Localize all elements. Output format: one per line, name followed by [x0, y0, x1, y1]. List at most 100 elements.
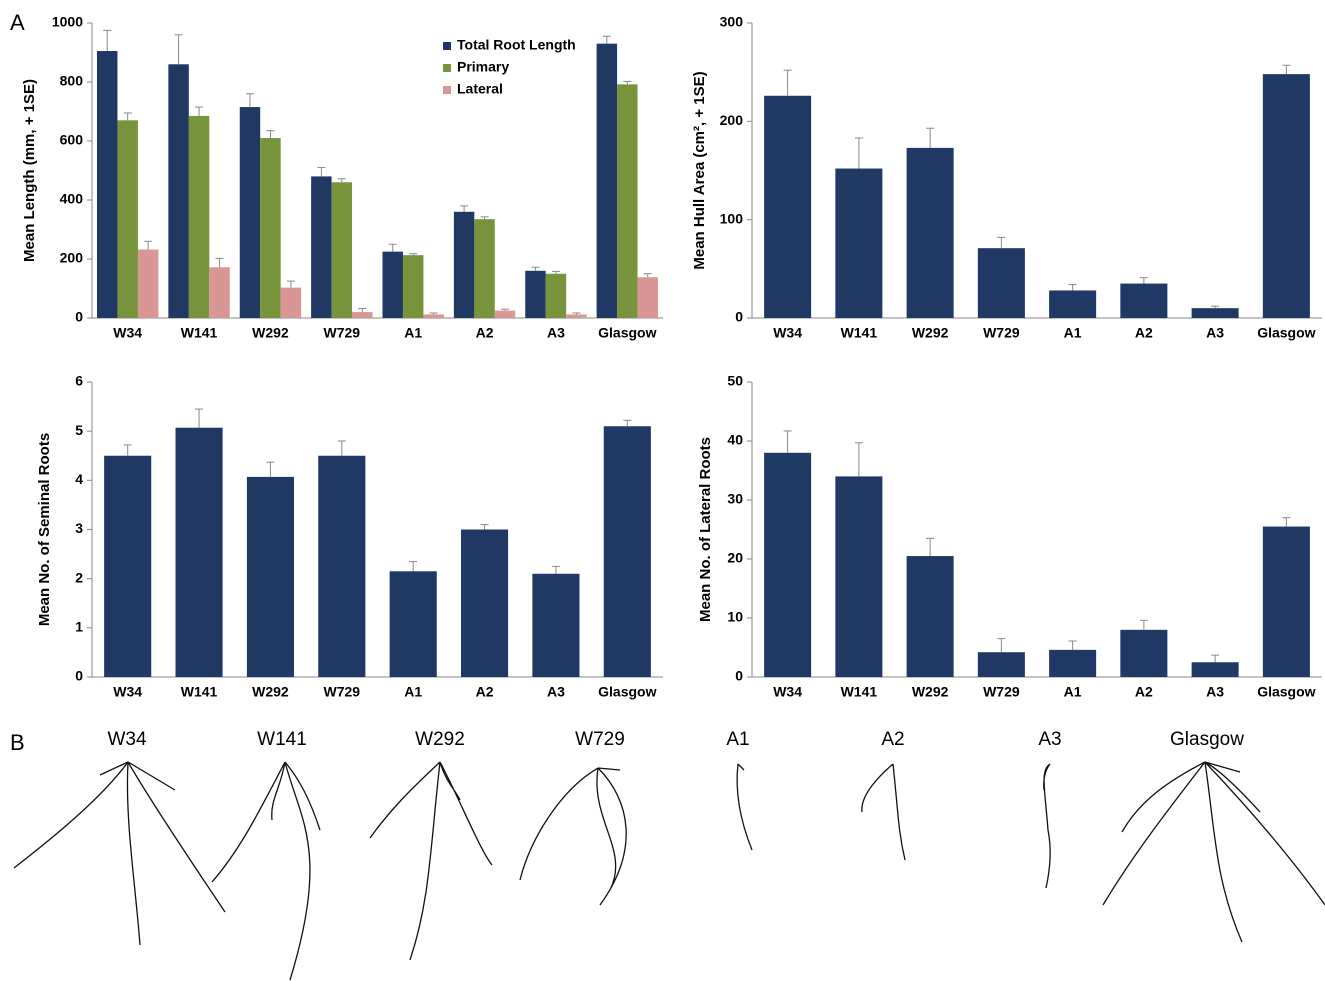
error-bar — [1069, 285, 1077, 291]
error-bar — [1282, 65, 1290, 74]
root-drawings — [14, 762, 1325, 980]
y-tick-label: 300 — [720, 14, 744, 30]
error-bar — [644, 274, 652, 278]
bar — [176, 428, 223, 677]
bar — [546, 274, 566, 318]
bar — [835, 476, 882, 677]
y-tick-label: 800 — [60, 73, 84, 89]
error-bar — [855, 443, 863, 477]
error-bar — [175, 35, 183, 65]
error-bar — [1211, 655, 1219, 662]
y-axis-label: Mean Hull Area (cm², + 1SE) — [691, 71, 708, 269]
y-tick-label: 1000 — [52, 14, 83, 30]
bar — [1120, 630, 1167, 677]
x-tick-label: W729 — [983, 325, 1020, 341]
y-tick-label: 1 — [75, 619, 83, 635]
x-tick-label: Glasgow — [598, 325, 656, 341]
bar — [209, 267, 229, 318]
bar — [907, 556, 954, 677]
bar — [474, 219, 494, 318]
legend-label: Lateral — [457, 81, 503, 97]
y-tick-label: 0 — [735, 668, 743, 684]
x-tick-label: A3 — [547, 684, 565, 700]
bar — [978, 248, 1025, 318]
error-bar — [552, 271, 560, 273]
x-tick-label: W292 — [252, 684, 289, 700]
x-tick-label: A1 — [404, 684, 422, 700]
bar — [525, 271, 545, 318]
bar — [382, 252, 402, 318]
x-tick-label: A2 — [476, 684, 494, 700]
y-tick-label: 2 — [75, 569, 83, 585]
bar — [117, 120, 137, 318]
bar — [1049, 290, 1096, 318]
error-bar — [572, 313, 580, 314]
error-bar — [623, 81, 631, 84]
y-axis-label: Mean Length (mm, + 1SE) — [21, 79, 38, 262]
bar — [495, 311, 515, 318]
legend-swatch — [443, 86, 451, 94]
bar — [97, 51, 117, 318]
error-bar — [124, 445, 132, 456]
error-bar — [603, 36, 611, 43]
bar — [1120, 284, 1167, 318]
bar — [454, 212, 474, 318]
bar — [189, 116, 209, 318]
y-axis-label: Mean No. of Seminal Roots — [36, 433, 53, 626]
root-label: W34 — [107, 729, 147, 750]
error-bar — [430, 313, 438, 314]
x-tick-label: A2 — [1135, 325, 1153, 341]
y-tick-label: 20 — [727, 550, 743, 566]
panel-label: A — [10, 10, 25, 35]
panel-label: B — [10, 730, 25, 755]
bar — [247, 477, 294, 677]
error-bar — [784, 70, 792, 96]
error-bar — [1282, 518, 1290, 527]
bar — [764, 453, 811, 677]
bar — [104, 456, 151, 677]
bar — [390, 571, 437, 677]
root-label: A3 — [1038, 729, 1061, 750]
error-bar — [997, 639, 1005, 653]
x-tick-label: Glasgow — [1257, 684, 1315, 700]
legend-swatch — [443, 42, 451, 50]
error-bar — [409, 561, 417, 571]
y-tick-label: 0 — [75, 668, 83, 684]
x-tick-label: W292 — [912, 325, 949, 341]
error-bar — [266, 462, 274, 477]
bar — [461, 530, 508, 678]
x-tick-label: W292 — [252, 325, 289, 341]
error-bar — [481, 217, 489, 219]
x-tick-label: W141 — [181, 325, 218, 341]
x-tick-label: W34 — [113, 684, 142, 700]
x-tick-label: Glasgow — [1257, 325, 1315, 341]
root-label: W141 — [257, 729, 307, 750]
error-bar — [195, 107, 203, 116]
bar — [764, 96, 811, 318]
x-tick-label: W141 — [841, 684, 878, 700]
bar — [638, 277, 658, 318]
bar — [604, 426, 651, 677]
error-bar — [623, 420, 631, 426]
error-bar — [195, 409, 203, 428]
bar — [318, 456, 365, 677]
legend-swatch — [443, 64, 451, 72]
x-tick-label: A3 — [1206, 684, 1224, 700]
bar — [311, 176, 331, 318]
x-tick-label: Glasgow — [598, 684, 656, 700]
bar — [240, 107, 260, 318]
bar — [1263, 527, 1310, 677]
x-tick-label: A1 — [404, 325, 422, 341]
error-bar — [317, 168, 325, 177]
legend-label: Primary — [457, 59, 509, 75]
root-label: Glasgow — [1170, 729, 1244, 750]
bar — [168, 64, 188, 318]
bar — [617, 84, 637, 318]
bar — [138, 250, 158, 318]
bar — [403, 255, 423, 318]
x-tick-label: A2 — [476, 325, 494, 341]
error-bar — [338, 179, 346, 183]
y-tick-label: 200 — [60, 250, 84, 266]
y-tick-label: 30 — [727, 491, 743, 507]
error-bar — [481, 525, 489, 530]
